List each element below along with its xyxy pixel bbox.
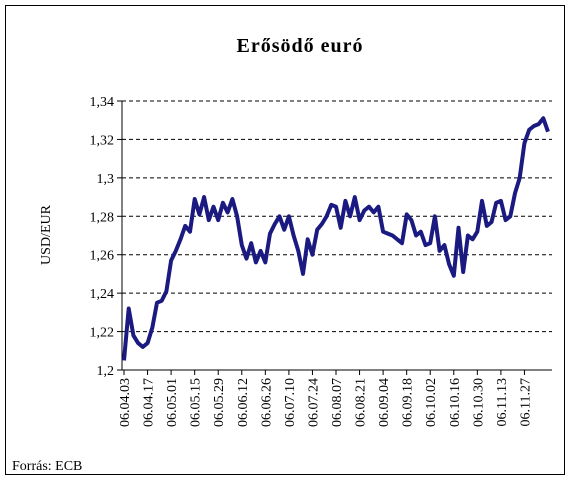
x-tick-label: 06.08.07 — [330, 378, 345, 427]
x-tick-label: 06.07.10 — [283, 378, 298, 427]
y-tick-label: 1,32 — [90, 133, 115, 148]
x-tick-label: 06.11.13 — [495, 378, 510, 426]
y-tick-label: 1,26 — [90, 249, 115, 264]
y-tick-label: 1,3 — [97, 172, 115, 187]
x-tick-label: 06.09.18 — [401, 378, 416, 427]
y-tick-label: 1,34 — [90, 95, 115, 110]
x-tick-label: 06.10.02 — [424, 378, 439, 427]
x-tick-label: 06.10.16 — [448, 378, 463, 427]
x-tick-label: 06.06.26 — [259, 378, 274, 427]
x-tick-label: 06.05.29 — [212, 378, 227, 427]
x-tick-label: 06.08.21 — [354, 378, 369, 427]
x-tick-label: 06.11.27 — [518, 378, 533, 426]
x-tick-label: 06.09.04 — [377, 378, 392, 427]
y-tick-label: 1,28 — [90, 210, 115, 225]
y-axis-label: USD/EUR — [39, 204, 54, 265]
x-tick-label: 06.05.15 — [189, 378, 204, 427]
x-tick-label: 06.07.24 — [306, 378, 321, 427]
y-tick-label: 1,22 — [90, 326, 115, 341]
x-tick-label: 06.06.12 — [236, 378, 251, 427]
chart-title: Erősödő euró — [237, 35, 364, 57]
x-tick-label: 06.04.17 — [142, 378, 157, 427]
x-tick-label: 06.10.30 — [471, 378, 486, 427]
data-line — [122, 116, 550, 361]
x-tick-label: 06.04.03 — [118, 378, 133, 427]
y-tick-label: 1,2 — [97, 364, 115, 379]
y-tick-label: 1,24 — [90, 287, 115, 302]
source: Forrás: ECB — [12, 459, 82, 474]
x-tick-label: 06.05.01 — [165, 378, 180, 427]
